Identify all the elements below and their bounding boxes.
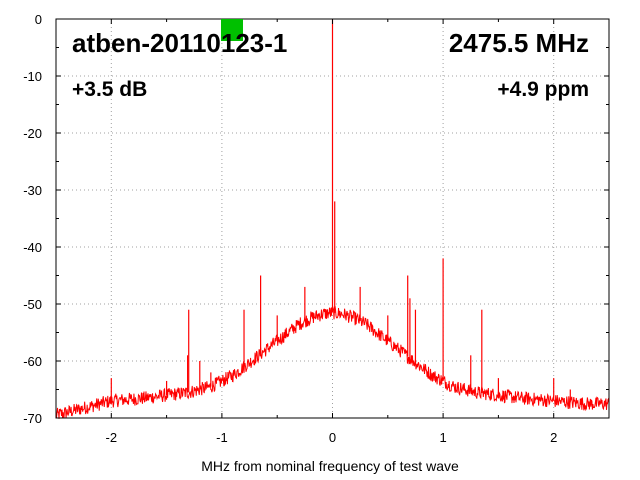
x-tick-label: 1: [439, 430, 446, 445]
y-tick-label: -70: [23, 411, 42, 426]
y-tick-label: -50: [23, 297, 42, 312]
axis-ticks: [55, 18, 610, 419]
y-tick-label: 0: [35, 12, 42, 27]
y-tick-label: -20: [23, 126, 42, 141]
x-tick-label: -2: [106, 430, 118, 445]
x-tick-label: 0: [329, 430, 336, 445]
gain-label: +3.5 dB: [72, 78, 147, 101]
x-tick-label: 2: [550, 430, 557, 445]
x-axis-title: MHz from nominal frequency of test wave: [201, 458, 459, 474]
offset-label: +4.9 ppm: [497, 78, 589, 101]
y-tick-label: -60: [23, 354, 42, 369]
y-tick-label: -10: [23, 69, 42, 84]
tick-labels: -2 -1 0 1 20-10-20-30-40-50-60-70: [23, 12, 557, 445]
y-tick-label: -30: [23, 183, 42, 198]
frequency-label: 2475.5 MHz: [449, 28, 589, 58]
spectrum-series: [55, 19, 610, 419]
y-tick-label: -40: [23, 240, 42, 255]
status-indicator: [221, 19, 243, 41]
x-tick-label: -1: [216, 430, 228, 445]
device-label: atben-20110123-1: [72, 28, 287, 58]
